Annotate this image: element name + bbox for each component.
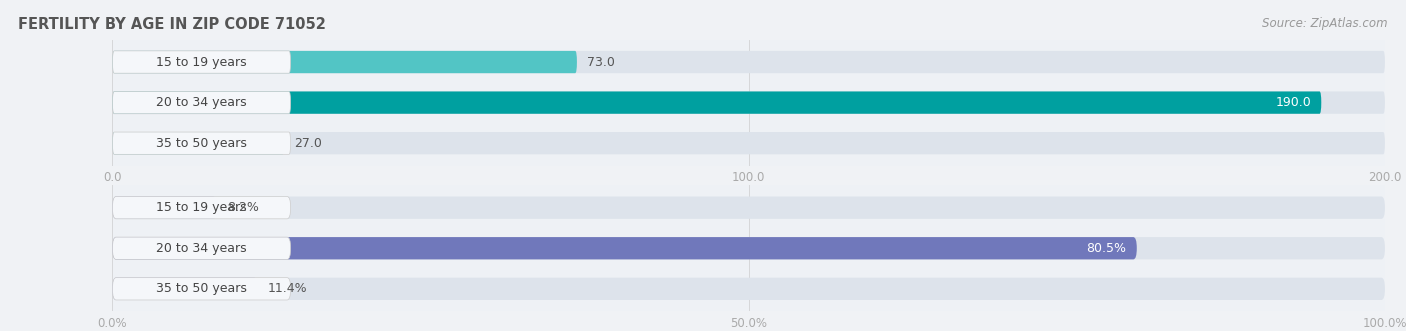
FancyBboxPatch shape [112, 197, 217, 219]
FancyBboxPatch shape [112, 278, 1385, 300]
FancyBboxPatch shape [112, 278, 257, 300]
FancyBboxPatch shape [112, 197, 1385, 219]
Text: 11.4%: 11.4% [267, 282, 308, 295]
Text: Source: ZipAtlas.com: Source: ZipAtlas.com [1263, 17, 1388, 29]
Text: 20 to 34 years: 20 to 34 years [156, 242, 247, 255]
Text: 8.2%: 8.2% [226, 201, 259, 214]
FancyBboxPatch shape [112, 51, 576, 73]
FancyBboxPatch shape [112, 51, 1385, 73]
FancyBboxPatch shape [112, 237, 291, 260]
Text: 190.0: 190.0 [1275, 96, 1312, 109]
Text: 80.5%: 80.5% [1087, 242, 1126, 255]
Text: 27.0: 27.0 [294, 137, 322, 150]
FancyBboxPatch shape [112, 91, 291, 114]
FancyBboxPatch shape [112, 91, 1385, 114]
FancyBboxPatch shape [112, 237, 1385, 260]
FancyBboxPatch shape [112, 132, 1385, 154]
Text: 73.0: 73.0 [588, 56, 614, 69]
FancyBboxPatch shape [112, 91, 1322, 114]
FancyBboxPatch shape [112, 51, 291, 73]
FancyBboxPatch shape [112, 197, 291, 219]
Text: 15 to 19 years: 15 to 19 years [156, 56, 247, 69]
Text: 20 to 34 years: 20 to 34 years [156, 96, 247, 109]
FancyBboxPatch shape [112, 132, 284, 154]
Text: 35 to 50 years: 35 to 50 years [156, 137, 247, 150]
Text: 15 to 19 years: 15 to 19 years [156, 201, 247, 214]
Text: FERTILITY BY AGE IN ZIP CODE 71052: FERTILITY BY AGE IN ZIP CODE 71052 [18, 17, 326, 31]
FancyBboxPatch shape [112, 278, 291, 300]
Text: 35 to 50 years: 35 to 50 years [156, 282, 247, 295]
FancyBboxPatch shape [112, 132, 291, 154]
FancyBboxPatch shape [112, 237, 1137, 260]
